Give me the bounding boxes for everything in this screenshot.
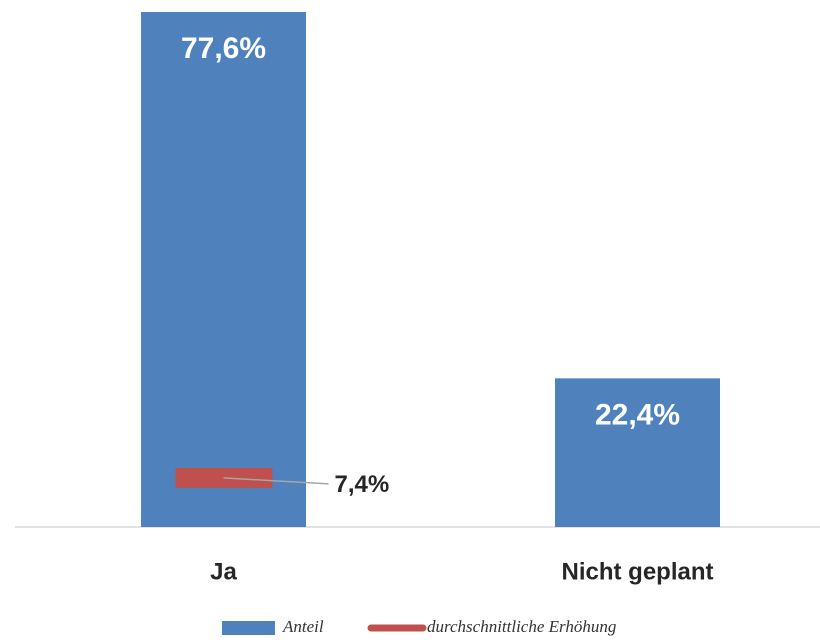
bar — [141, 12, 306, 527]
value-label: 7,4% — [335, 471, 390, 498]
leader-line — [223, 477, 329, 485]
legend-label: Anteil — [282, 617, 324, 636]
legend-swatch — [222, 621, 275, 635]
legend-label: durchschnittliche Erhöhung — [427, 617, 616, 636]
value-label: 22,4% — [595, 398, 680, 431]
bar — [555, 378, 720, 527]
x-tick-label: Nicht geplant — [561, 558, 713, 585]
value-label: 77,6% — [181, 32, 266, 65]
x-tick-label: Ja — [210, 558, 237, 585]
